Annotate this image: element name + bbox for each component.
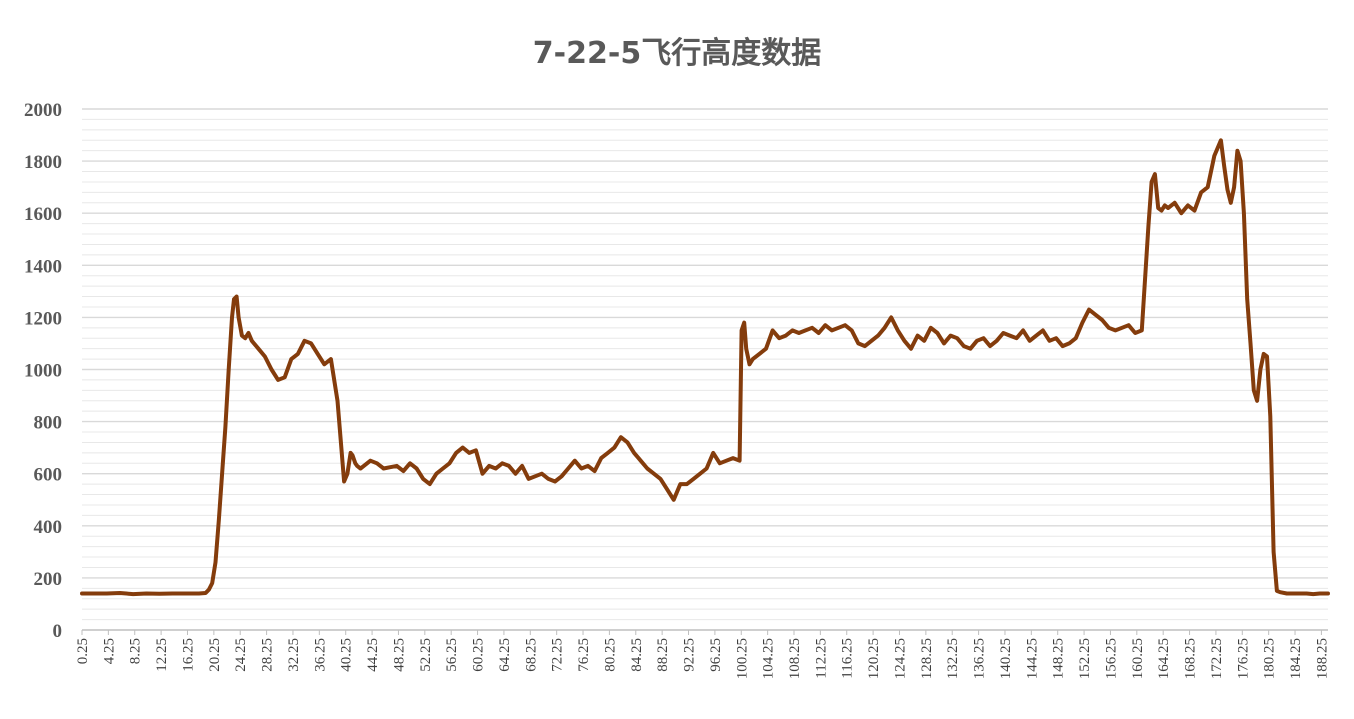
y-tick-label: 0 xyxy=(53,621,63,642)
x-tick-label: 8.25 xyxy=(128,638,144,664)
x-tick-label: 92.25 xyxy=(682,638,698,672)
x-tick-label: 152.25 xyxy=(1077,638,1093,679)
x-tick-label: 68.25 xyxy=(523,638,539,672)
x-tick-label: 80.25 xyxy=(602,638,618,672)
x-tick-label: 96.25 xyxy=(708,638,724,672)
x-tick-labels: 0.25 4.25 8.25 12.25 16.25 20.25 24.25 28.25 32.… xyxy=(75,630,1330,679)
x-tick-label: 180.25 xyxy=(1262,638,1278,679)
x-tick-label: 140.25 xyxy=(998,638,1014,679)
x-tick-label: 28.25 xyxy=(260,638,276,672)
chart-title: 7-22-5飞行高度数据 xyxy=(532,36,822,71)
x-tick-label: 100.25 xyxy=(734,638,750,679)
y-tick-label: 1000 xyxy=(24,361,62,382)
x-tick-label: 108.25 xyxy=(787,638,803,679)
x-tick-label: 160.25 xyxy=(1130,638,1146,679)
x-tick-label: 176.25 xyxy=(1235,638,1251,679)
x-tick-label: 76.25 xyxy=(576,638,592,672)
x-tick-label: 64.25 xyxy=(497,638,513,672)
x-tick-label: 20.25 xyxy=(207,638,223,672)
x-tick-label: 52.25 xyxy=(418,638,434,672)
x-tick-label: 164.25 xyxy=(1156,638,1172,679)
y-tick-label: 1400 xyxy=(24,256,62,277)
major-gridlines xyxy=(82,108,1328,579)
x-tick-label: 104.25 xyxy=(761,638,777,679)
x-tick-label: 136.25 xyxy=(972,638,988,679)
x-tick-label: 4.25 xyxy=(101,638,117,664)
x-tick-label: 144.25 xyxy=(1024,638,1040,679)
x-tick-label: 12.25 xyxy=(154,638,170,672)
x-tick-label: 120.25 xyxy=(866,638,882,679)
y-tick-labels: 0 200 400 600 800 1000 1200 1400 1600 1800 2000 xyxy=(24,100,62,642)
x-tick-label: 32.25 xyxy=(286,638,302,672)
minor-gridlines xyxy=(82,118,1328,621)
y-tick-label: 200 xyxy=(34,569,63,590)
series-layer xyxy=(80,138,1330,597)
x-tick-label: 72.25 xyxy=(550,638,566,672)
x-tick-label: 124.25 xyxy=(892,638,908,679)
x-tick-label: 24.25 xyxy=(233,638,249,672)
x-tick-label: 40.25 xyxy=(339,638,355,672)
x-tick-label: 116.25 xyxy=(840,638,856,679)
x-tick-label: 16.25 xyxy=(180,638,196,672)
x-tick-label: 56.25 xyxy=(444,638,460,672)
x-tick-label: 168.25 xyxy=(1183,638,1199,679)
x-tick-label: 84.25 xyxy=(629,638,645,672)
x-tick-label: 44.25 xyxy=(365,638,381,672)
series-line-altitude xyxy=(80,138,1330,597)
y-tick-label: 400 xyxy=(34,517,63,538)
x-tick-label: 184.25 xyxy=(1288,638,1304,679)
y-tick-label: 1600 xyxy=(24,204,62,225)
y-tick-label: 600 xyxy=(34,465,63,486)
x-tick-label: 36.25 xyxy=(312,638,328,672)
x-tick-label: 48.25 xyxy=(391,638,407,672)
x-tick-label: 60.25 xyxy=(471,638,487,672)
x-tick-label: 112.25 xyxy=(813,638,829,679)
x-tick-label: 132.25 xyxy=(945,638,961,679)
x-tick-label: 0.25 xyxy=(75,638,91,664)
x-tick-label: 156.25 xyxy=(1103,638,1119,679)
x-tick-label: 172.25 xyxy=(1209,638,1225,679)
y-tick-label: 1800 xyxy=(24,152,62,173)
y-tick-label: 1200 xyxy=(24,308,62,329)
x-tick-label: 188.25 xyxy=(1314,638,1330,679)
x-tick-label: 88.25 xyxy=(655,638,671,672)
x-tick-label: 148.25 xyxy=(1051,638,1067,679)
x-tick-label: 128.25 xyxy=(919,638,935,679)
y-tick-label: 800 xyxy=(34,413,63,434)
y-tick-label: 2000 xyxy=(24,100,62,121)
